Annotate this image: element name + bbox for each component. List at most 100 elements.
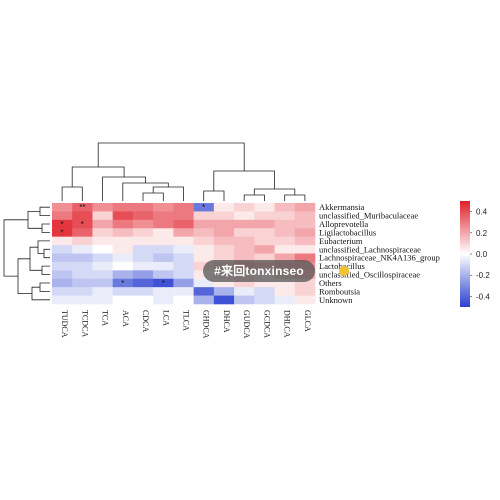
heatmap-cell [254,253,275,263]
significance-star: * [61,220,64,229]
row-label: unclassified_Muribaculaceae [319,211,418,221]
heatmap-cell [274,253,296,263]
heatmap-cell [274,211,296,221]
heatmap-cell [92,295,113,305]
heatmap-cell [112,278,134,288]
heatmap-cell [112,270,134,280]
heatmap-cell [92,211,113,221]
dendrogram-link [122,182,169,201]
heatmap-cell [254,203,275,212]
heatmap-cell [193,236,215,246]
heatmap-cell [112,245,134,254]
heatmap-cell [72,278,93,288]
heatmap-cell [72,253,93,263]
heatmap-cell [294,203,316,212]
heatmap-cell [193,287,215,296]
heatmap-cell [294,295,316,305]
row-label: Others [319,278,342,288]
dendrogram-link [39,282,50,292]
watermark-dot-icon [339,266,349,276]
significance-marks: ** ** *** * [61,203,206,288]
significance-star: * [121,279,124,288]
heatmap-cell [213,278,235,288]
significance-star: * [81,220,84,229]
column-label: GHDCA [202,310,211,339]
heatmap-cell [132,261,154,271]
heatmap-cell [52,236,73,246]
heatmap-cell [153,261,174,271]
heatmap-cell [153,287,174,296]
heatmap-cell [234,211,255,221]
dendrogram-link [213,170,275,191]
heatmap-cell [153,270,174,280]
heatmap-cell [153,278,174,288]
heatmap-cell [274,228,296,237]
heatmap-cell [132,270,154,280]
heatmap-cell [213,228,235,237]
heatmap-cell [92,287,113,296]
row-label: Unknown [319,295,353,305]
heatmap-cell [132,287,154,296]
heatmap-cell [112,203,134,212]
heatmap-cells [52,203,316,305]
heatmap-cell [72,295,93,305]
heatmap-cell [294,278,316,288]
heatmap-cell [254,228,275,237]
heatmap-cell [52,203,73,212]
heatmap-cell [132,203,154,212]
heatmap-cell [193,211,215,221]
column-label: ACA [121,310,130,327]
dendrogram-link [61,186,83,201]
heatmap-cell [173,211,194,221]
column-label: TCA [101,310,110,326]
dendrogram-link [31,286,50,301]
colorbar-tick-label: 0.0 [476,250,488,259]
dendrogram-link [253,188,296,195]
heatmap-cell [72,236,93,246]
heatmap-cell [254,245,275,254]
heatmap-cell [173,295,194,305]
heatmap-cell [173,253,194,263]
heatmap-cell [173,270,194,280]
heatmap-cell [153,228,174,237]
heatmap-cell [92,203,113,212]
heatmap-cell [132,219,154,229]
dendrogram-link [142,192,164,201]
colorbar-tick-label: 0.2 [476,229,488,238]
heatmap-cell [213,236,235,246]
column-label: CDCA [141,310,150,332]
row-label: Ligilactobacillus [319,227,376,237]
heatmap-cell [72,270,93,280]
heatmap-cell [193,295,215,305]
dendrogram-link [43,248,50,259]
heatmap-cell [274,203,296,212]
heatmap-cell [173,219,194,229]
heatmap-cell [234,253,255,263]
heatmap-cell [173,236,194,246]
column-dendrogram [61,142,306,201]
heatmap-cell [234,228,255,237]
column-label: DHCA [222,310,231,333]
heatmap-cell [72,261,93,271]
heatmap-cell [193,228,215,237]
heatmap-cell [112,253,134,263]
heatmap-cell [72,228,93,237]
heatmap-cell [193,278,215,288]
dendrogram-link [41,223,50,233]
heatmap-cell [254,287,275,296]
heatmap-cell [92,228,113,237]
heatmap-cell [132,253,154,263]
column-label: GLCA [303,310,312,332]
heatmap-cell [213,295,235,305]
heatmap-cell [72,203,93,212]
heatmap-cell [153,295,174,305]
row-label: Romboutsia [319,286,360,296]
heatmap-cell [52,211,73,221]
heatmap-cell [72,245,93,254]
heatmap-cell [294,245,316,254]
heatmap-cell [52,219,73,229]
heatmap-cell [173,245,194,254]
heatmap-cell [294,228,316,237]
heatmap-cell [132,295,154,305]
heatmap-cell [153,253,174,263]
